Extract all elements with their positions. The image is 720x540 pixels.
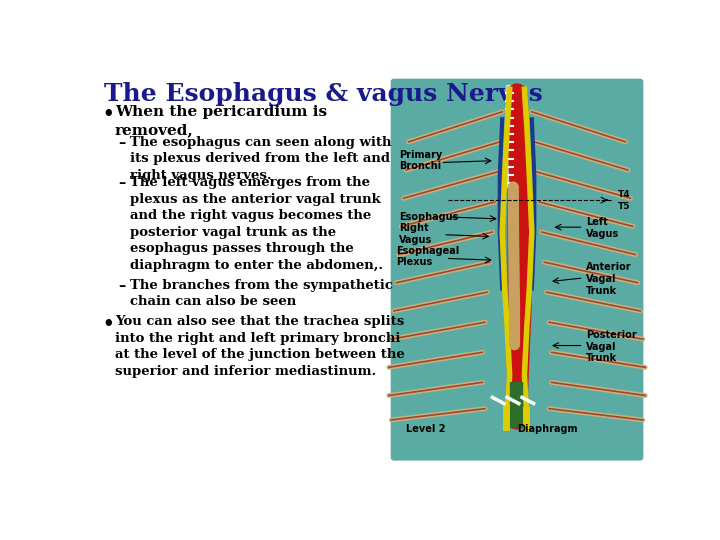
Text: The esophagus can seen along with
its plexus derived from the left and
right vag: The esophagus can seen along with its pl… <box>130 136 392 181</box>
Text: The branches from the sympathetic
chain can also be seen: The branches from the sympathetic chain … <box>130 279 393 308</box>
Text: Posterior
Vagal
Trunk: Posterior Vagal Trunk <box>586 330 636 363</box>
Text: You can also see that the trachea splits
into the right and left primary bronchi: You can also see that the trachea splits… <box>114 315 405 377</box>
Text: T4: T4 <box>618 190 631 199</box>
FancyBboxPatch shape <box>87 62 651 484</box>
Bar <box>507 93 527 428</box>
Text: Anterior
Vagal
Trunk: Anterior Vagal Trunk <box>586 262 631 295</box>
Text: The left vagus emerges from the
plexus as the anterior vagal trunk
and the right: The left vagus emerges from the plexus a… <box>130 177 384 272</box>
Text: •: • <box>102 105 114 123</box>
Text: Left
Vagus: Left Vagus <box>586 218 619 239</box>
Text: When the pericardium is
removed,: When the pericardium is removed, <box>114 105 327 137</box>
Bar <box>510 382 522 428</box>
Text: T5: T5 <box>618 202 631 211</box>
Text: Diaphragm: Diaphragm <box>517 424 577 434</box>
FancyBboxPatch shape <box>391 79 644 461</box>
Bar <box>506 85 513 187</box>
Text: –: – <box>118 177 125 191</box>
Text: Esophageal
Plexus: Esophageal Plexus <box>396 246 459 267</box>
Text: –: – <box>118 136 125 150</box>
Text: •: • <box>102 315 114 333</box>
Text: Right
Vagus: Right Vagus <box>399 223 432 245</box>
Text: The Esophagus & vagus Nerves: The Esophagus & vagus Nerves <box>104 82 543 106</box>
Text: Level 2: Level 2 <box>406 424 446 434</box>
Text: –: – <box>118 279 125 293</box>
Text: Primary
Bronchi: Primary Bronchi <box>399 150 442 171</box>
Bar <box>513 85 520 251</box>
Text: Esophagus: Esophagus <box>399 212 458 222</box>
